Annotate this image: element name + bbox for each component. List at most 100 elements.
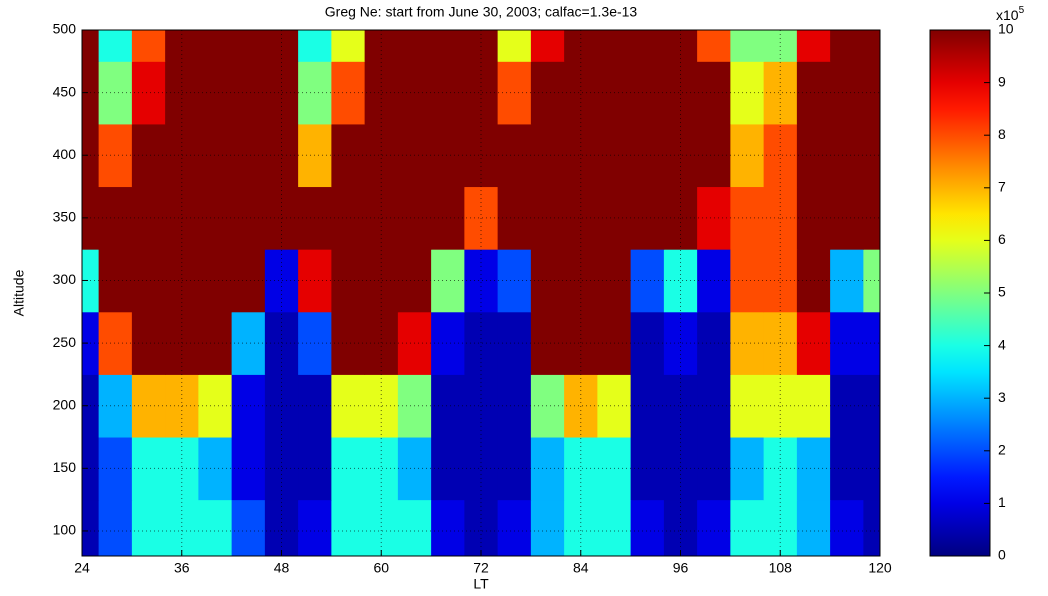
chart-title: Greg Ne: start from June 30, 2003; calfa… [325,4,638,20]
heatmap-cell [464,374,499,438]
heatmap-cell [331,437,366,501]
heatmap-cell [431,311,465,375]
heatmap-cell [564,374,598,438]
y-tick-label: 250 [53,334,77,350]
heatmap-cell [331,61,366,125]
heatmap-cell [131,61,166,125]
heatmap-cell [231,249,266,313]
heatmap-cell [796,249,831,313]
heatmap-cell [98,61,133,125]
colorbar-scale: x105 [996,5,1025,23]
x-tick-label: 84 [573,560,589,576]
x-tick-label: 120 [868,560,892,576]
heatmap-cell [264,123,299,188]
heatmap-cell [98,437,133,501]
heatmap-cell [331,499,366,556]
x-tick-label: 36 [174,560,190,576]
heatmap-cell [497,499,532,556]
heatmap-cell [796,61,831,125]
y-tick-label: 450 [53,83,77,99]
y-tick-label: 400 [53,146,77,162]
heatmap-cell [564,123,598,188]
heatmap-cell [730,61,765,125]
heatmap-cell [763,249,798,313]
heatmap-cell [397,30,432,62]
heatmap-cell [131,249,166,313]
heatmap-cell [630,374,665,438]
heatmap-cell [863,123,880,188]
heatmap-cell [198,437,233,501]
x-tick-label: 96 [673,560,689,576]
heatmap-cell [830,499,864,556]
heatmap-cell [165,30,199,62]
heatmap-cell [730,249,765,313]
heatmap-cell [131,437,166,501]
heatmap-cell [630,249,665,313]
heatmap-cell [431,123,465,188]
heatmap-cell [530,186,565,250]
heatmap-cell [431,249,465,313]
heatmap-cell [131,499,166,556]
heatmap-cell [530,30,565,62]
heatmap-cell [564,437,598,501]
heatmap-cell [763,123,798,188]
heatmap-cell [198,61,233,125]
heatmap-cell [231,437,266,501]
y-tick-label: 150 [53,459,77,475]
heatmap-cell [530,374,565,438]
heatmap-cell [863,374,880,438]
heatmap-cell [863,499,880,556]
heatmap-cell [98,30,133,62]
heatmap-cell [630,61,665,125]
heatmap-cell [131,186,166,250]
heatmap-cell [863,437,880,501]
heatmap-cell [198,374,233,438]
heatmap-cell [331,311,366,375]
heatmap-cell [863,249,880,313]
heatmap-cell [264,374,299,438]
heatmap-cell [231,61,266,125]
heatmap-cell [630,499,665,556]
heatmap-cell [730,30,765,62]
heatmap-cell [98,123,133,188]
heatmap-cell [131,123,166,188]
heatmap-cell [730,311,765,375]
heatmap-cell [730,499,765,556]
y-axis-label: Altitude [11,269,27,316]
heatmap-cell [98,311,133,375]
heatmap-cell [131,374,166,438]
heatmap-cell [431,186,465,250]
heatmap-cell [530,437,565,501]
heatmap-cell [464,123,499,188]
heatmap-cell [231,30,266,62]
heatmap-cell [863,311,880,375]
heatmap-cell [763,311,798,375]
heatmap-cell [863,186,880,250]
heatmap-cell [98,499,133,556]
heatmap-cell [730,186,765,250]
heatmap-cell [331,186,366,250]
heatmap-cell [82,30,100,62]
heatmap-cell [298,499,332,556]
heatmap-cell [663,123,698,188]
heatmap-cell [98,186,133,250]
heatmap-cell [331,374,366,438]
heatmap-cell [697,30,731,62]
heatmap-cell [630,437,665,501]
heatmap-cell [364,123,399,188]
heatmap-cell [82,499,100,556]
heatmap-cell [364,374,399,438]
heatmap-cell [796,499,831,556]
heatmap-cell [198,30,233,62]
heatmap-cell [663,61,698,125]
heatmap-cell [331,30,366,62]
heatmap-cell [630,123,665,188]
heatmap-cell [431,30,465,62]
colorbar-tick-label: 2 [998,442,1006,458]
heatmap-cell [564,61,598,125]
heatmap-cell [663,249,698,313]
heatmap-cell [530,61,565,125]
heatmap-cell [131,30,166,62]
heatmap-cell [431,437,465,501]
